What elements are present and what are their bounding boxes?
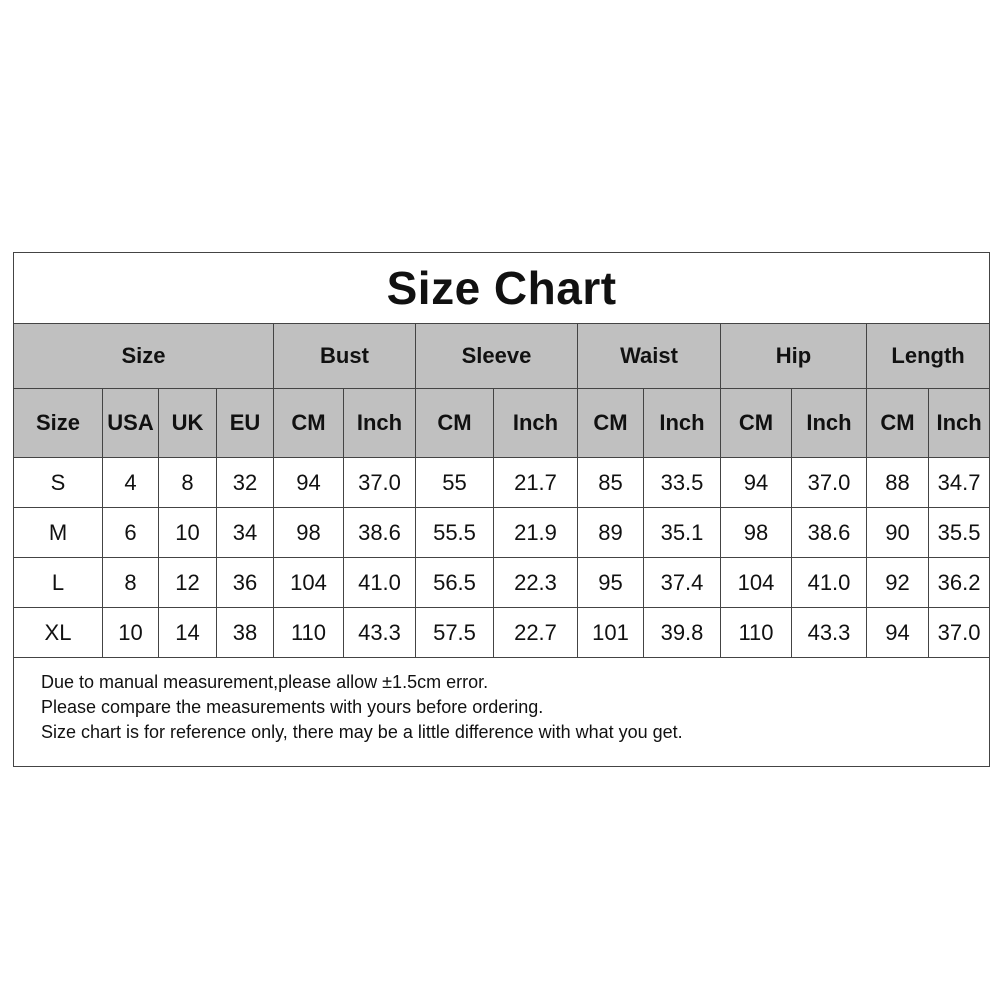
column-header: Inch (791, 388, 867, 458)
group-header: Waist (577, 323, 721, 389)
column-header: EU (216, 388, 274, 458)
table-cell: 37.0 (927, 607, 991, 658)
table-cell: 21.7 (493, 457, 578, 508)
column-header: USA (102, 388, 159, 458)
table-cell: 10 (102, 607, 159, 658)
group-header-row: Size Bust Sleeve Waist Hip Length (13, 323, 991, 389)
column-header: CM (415, 388, 494, 458)
table-cell: 90 (866, 507, 929, 558)
table-row: M 6 10 34 98 38.6 55.5 21.9 89 35.1 98 38.6 90 35.5 (13, 507, 991, 558)
column-header: CM (866, 388, 929, 458)
table-row: L 8 12 36 104 41.0 56.5 22.3 95 37.4 104 41.0 92 36.2 (13, 557, 991, 608)
table-cell: 39.8 (643, 607, 721, 658)
table-cell: 6 (102, 507, 159, 558)
table-cell: 8 (158, 457, 217, 508)
table-cell: 36 (216, 557, 274, 608)
group-header: Hip (720, 323, 867, 389)
table-cell: XL (13, 607, 103, 658)
table-cell: 57.5 (415, 607, 494, 658)
table-cell: 95 (577, 557, 644, 608)
column-header: Inch (343, 388, 416, 458)
table-cell: 55 (415, 457, 494, 508)
table-cell: 104 (273, 557, 344, 608)
table-cell: 36.2 (927, 557, 991, 608)
table-cell: 85 (577, 457, 644, 508)
table-cell: 34 (216, 507, 274, 558)
table-cell: 21.9 (493, 507, 578, 558)
table-cell: 35.1 (643, 507, 721, 558)
group-header: Size (13, 323, 274, 389)
table-cell: 101 (577, 607, 644, 658)
table-cell: 8 (102, 557, 159, 608)
note-line: Size chart is for reference only, there … (41, 722, 683, 742)
note-line: Due to manual measurement,please allow ±… (41, 672, 489, 692)
table-cell: 38 (216, 607, 274, 658)
table-cell: 43.3 (343, 607, 416, 658)
table-cell: 94 (720, 457, 792, 508)
table-cell: 41.0 (791, 557, 867, 608)
table-cell: 56.5 (415, 557, 494, 608)
table-cell: 94 (866, 607, 929, 658)
table-cell: 98 (273, 507, 344, 558)
sub-header-row: Size USA UK EU CM Inch CM Inch CM Inch CM Inch CM Inc… (13, 388, 991, 458)
table-cell: 89 (577, 507, 644, 558)
table-cell: 35.5 (927, 507, 991, 558)
table-row: XL 10 14 38 110 43.3 57.5 22.7 101 39.8 110 43.3 94 3… (13, 607, 991, 658)
column-header: Size (13, 388, 103, 458)
table-cell: 38.6 (791, 507, 867, 558)
table-cell: 10 (158, 507, 217, 558)
table-cell: 92 (866, 557, 929, 608)
size-chart-table: Size Chart Size Bust Sleeve Waist Hip Le… (12, 252, 991, 767)
chart-title: Size Chart (12, 252, 991, 324)
table-row: S 4 8 32 94 37.0 55 21.7 85 33.5 94 37.0 88 34.7 (13, 457, 991, 508)
table-cell: 43.3 (791, 607, 867, 658)
table-cell: L (13, 557, 103, 608)
column-header: Inch (643, 388, 721, 458)
table-cell: 12 (158, 557, 217, 608)
notes-cell: Due to manual measurement,please allow ±… (12, 657, 991, 767)
column-header: CM (720, 388, 792, 458)
table-cell: 94 (273, 457, 344, 508)
group-header: Sleeve (415, 323, 578, 389)
column-header: CM (273, 388, 344, 458)
column-header: Inch (493, 388, 578, 458)
table-cell: 34.7 (927, 457, 991, 508)
table-cell: M (13, 507, 103, 558)
table-cell: 37.0 (791, 457, 867, 508)
table-cell: S (13, 457, 103, 508)
table-cell: 110 (720, 607, 792, 658)
table-cell: 88 (866, 457, 929, 508)
table-cell: 55.5 (415, 507, 494, 558)
table-cell: 37.0 (343, 457, 416, 508)
note-line: Please compare the measurements with you… (41, 697, 544, 717)
group-header: Bust (273, 323, 416, 389)
group-header: Length (865, 323, 991, 389)
column-header: Inch (927, 388, 991, 458)
table-cell: 33.5 (643, 457, 721, 508)
column-header: UK (158, 388, 217, 458)
table-cell: 38.6 (343, 507, 416, 558)
table-cell: 32 (216, 457, 274, 508)
table-cell: 104 (720, 557, 792, 608)
table-cell: 4 (102, 457, 159, 508)
column-header: CM (577, 388, 644, 458)
table-cell: 22.7 (493, 607, 578, 658)
table-cell: 37.4 (643, 557, 721, 608)
table-cell: 98 (720, 507, 792, 558)
table-cell: 110 (273, 607, 344, 658)
table-cell: 22.3 (493, 557, 578, 608)
table-cell: 41.0 (343, 557, 416, 608)
table-cell: 14 (158, 607, 217, 658)
